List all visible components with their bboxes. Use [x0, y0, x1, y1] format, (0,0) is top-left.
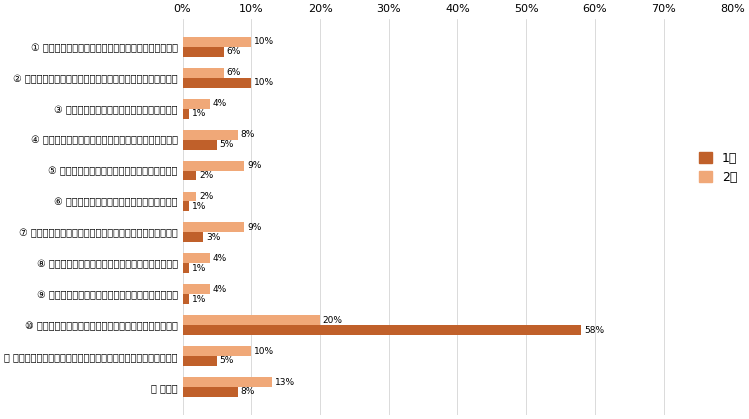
- Text: 5%: 5%: [219, 357, 234, 365]
- Legend: 1位, 2位: 1位, 2位: [700, 152, 737, 184]
- Bar: [183, 202, 189, 211]
- Bar: [183, 140, 217, 150]
- Text: 13%: 13%: [275, 378, 295, 386]
- Text: 8%: 8%: [240, 388, 255, 396]
- Bar: [183, 160, 244, 171]
- Bar: [183, 99, 210, 109]
- Text: 3%: 3%: [206, 233, 220, 242]
- Text: 6%: 6%: [226, 68, 241, 78]
- Text: 10%: 10%: [254, 347, 274, 356]
- Bar: [183, 37, 251, 47]
- Bar: [183, 294, 189, 304]
- Bar: [183, 47, 224, 57]
- Bar: [183, 315, 320, 325]
- Text: 4%: 4%: [213, 254, 227, 263]
- Bar: [183, 263, 189, 273]
- Bar: [183, 346, 251, 356]
- Bar: [183, 68, 224, 78]
- Bar: [183, 356, 217, 366]
- Bar: [183, 130, 237, 140]
- Bar: [183, 78, 251, 88]
- Text: 5%: 5%: [219, 140, 234, 149]
- Bar: [183, 387, 237, 397]
- Text: 1%: 1%: [192, 295, 207, 304]
- Bar: [183, 253, 210, 263]
- Text: 10%: 10%: [254, 37, 274, 47]
- Text: 1%: 1%: [192, 109, 207, 118]
- Bar: [183, 191, 196, 202]
- Text: 2%: 2%: [199, 171, 213, 180]
- Bar: [183, 377, 272, 387]
- Text: 8%: 8%: [240, 130, 255, 139]
- Bar: [183, 171, 196, 181]
- Bar: [183, 325, 581, 335]
- Text: 1%: 1%: [192, 264, 207, 273]
- Text: 58%: 58%: [584, 326, 604, 334]
- Bar: [183, 222, 244, 233]
- Text: 4%: 4%: [213, 285, 227, 294]
- Text: 6%: 6%: [226, 47, 241, 57]
- Bar: [183, 109, 189, 119]
- Text: 1%: 1%: [192, 202, 207, 211]
- Text: 4%: 4%: [213, 99, 227, 108]
- Text: 2%: 2%: [199, 192, 213, 201]
- Text: 10%: 10%: [254, 78, 274, 87]
- Bar: [183, 285, 210, 294]
- Text: 20%: 20%: [323, 316, 343, 325]
- Text: 9%: 9%: [247, 161, 261, 170]
- Bar: [183, 233, 203, 242]
- Text: 9%: 9%: [247, 223, 261, 232]
